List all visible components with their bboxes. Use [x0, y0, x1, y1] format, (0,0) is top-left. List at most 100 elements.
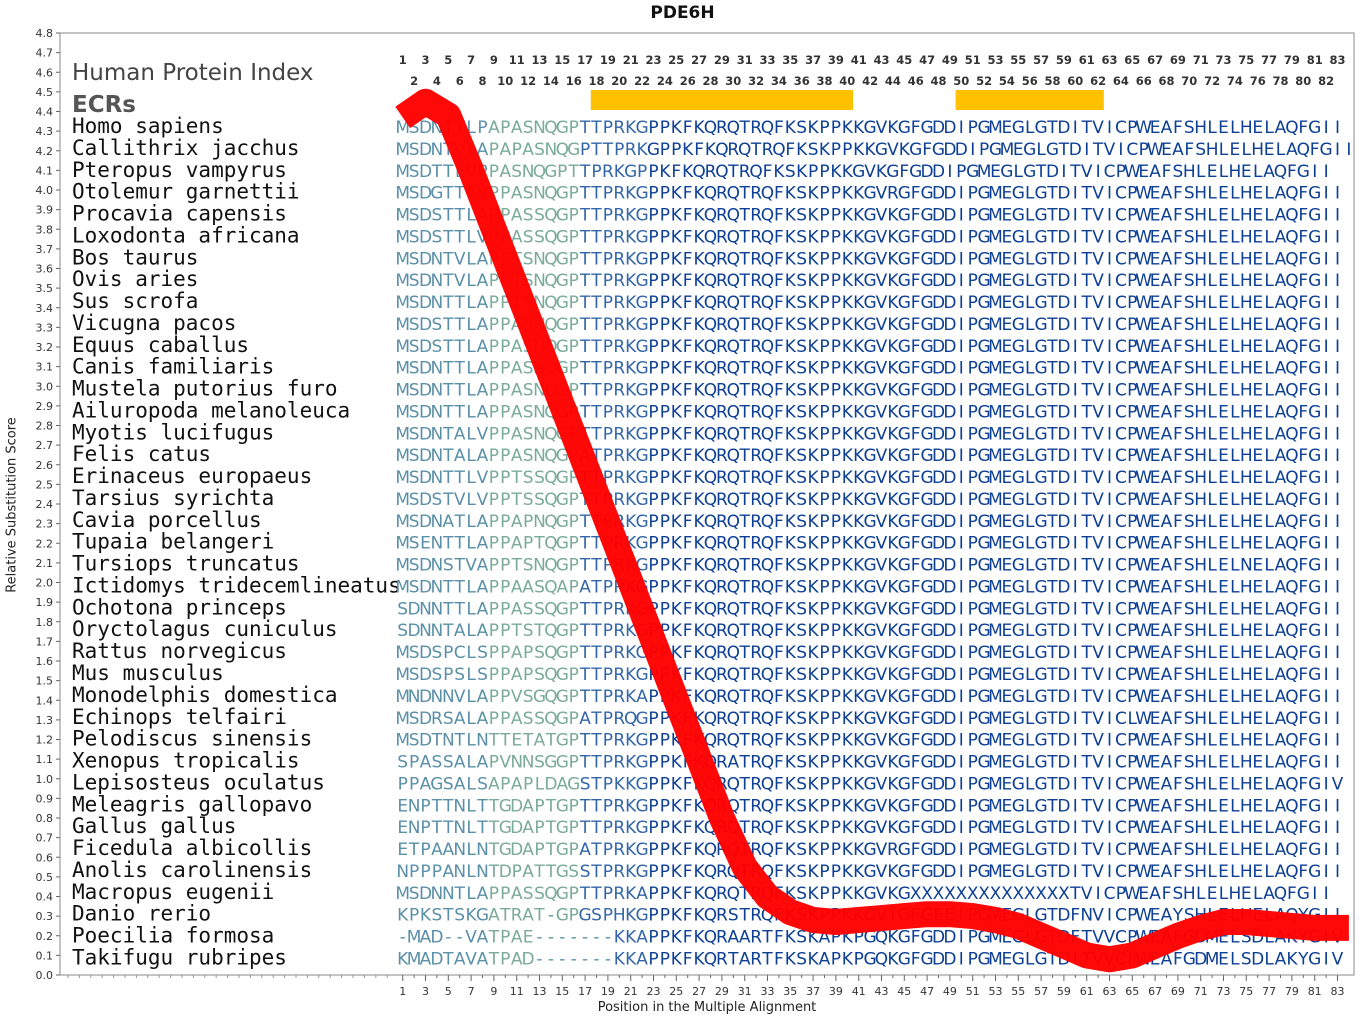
residue: S — [1184, 184, 1195, 204]
residue: Q — [761, 249, 774, 269]
residue: K — [785, 687, 797, 707]
residue: - — [400, 928, 406, 948]
residue: L — [1230, 599, 1240, 619]
residue: A — [1161, 206, 1173, 226]
residue: G — [978, 796, 991, 816]
residue: G — [556, 293, 569, 313]
residue: H — [1183, 884, 1196, 904]
species-name: Ochotona princeps — [72, 595, 287, 619]
residue: W — [1135, 840, 1152, 860]
residue: K — [694, 621, 706, 641]
residue: G — [1308, 424, 1321, 444]
residue: S — [409, 359, 420, 379]
residue: G — [1308, 621, 1321, 641]
residue: P — [648, 840, 658, 860]
residue: P — [660, 753, 670, 773]
residue: G — [921, 643, 934, 663]
residue: P — [569, 249, 579, 269]
residue: A — [420, 753, 432, 773]
residue: H — [1194, 359, 1207, 379]
residue: Q — [761, 468, 774, 488]
residue: P — [660, 534, 670, 554]
residue: G — [978, 446, 991, 466]
residue: Q — [544, 293, 557, 313]
residue: F — [911, 949, 921, 969]
residue: S — [796, 293, 807, 313]
ecr-bars — [590, 90, 1104, 110]
residue: Q — [727, 271, 740, 291]
residue: T — [1046, 687, 1058, 707]
residue: R — [750, 184, 762, 204]
residue: Q — [1285, 468, 1298, 488]
residue: Q — [727, 206, 740, 226]
residue: E — [1252, 206, 1263, 226]
residue: G — [898, 512, 911, 532]
residue: K — [671, 928, 683, 948]
residue: S — [1184, 512, 1195, 532]
x-tick-label: 73 — [1217, 985, 1231, 998]
residue: V — [1092, 621, 1104, 641]
residue: I — [959, 206, 964, 226]
species-name: Pelodiscus sinensis — [72, 727, 312, 751]
residue: V — [876, 249, 888, 269]
residue: T — [1046, 227, 1058, 247]
species-name: Vicugna pacos — [72, 311, 236, 335]
residue: D — [1057, 315, 1070, 335]
residue: V — [876, 206, 888, 226]
residue: G — [556, 118, 569, 138]
residue: F — [911, 709, 921, 729]
residue: T — [739, 512, 751, 532]
residue: N — [442, 884, 455, 904]
residue: K — [682, 162, 694, 182]
residue: F — [683, 949, 693, 969]
residue: T — [499, 731, 511, 751]
residue: P — [648, 709, 658, 729]
residue: T — [739, 359, 751, 379]
residue: K — [694, 512, 706, 532]
residue: E — [1150, 337, 1161, 357]
residue: L — [1253, 884, 1263, 904]
residue: Q — [544, 665, 557, 685]
residue: Q — [1285, 184, 1298, 204]
residue: S — [1184, 359, 1195, 379]
residue: Q — [761, 337, 774, 357]
residue: F — [1298, 249, 1308, 269]
residue: P — [1127, 359, 1137, 379]
residue: T — [1046, 774, 1058, 794]
residue: I — [1107, 818, 1112, 838]
residue: G — [1297, 162, 1310, 182]
residue: E — [1218, 928, 1229, 948]
residue: E — [1002, 709, 1013, 729]
residue: L — [1025, 687, 1035, 707]
residue: K — [694, 184, 706, 204]
residue: F — [911, 534, 921, 554]
residue: D — [1057, 753, 1070, 773]
residue: R — [613, 884, 625, 904]
residue: P — [603, 774, 613, 794]
residue: C — [1115, 621, 1127, 641]
residue: E — [1252, 293, 1263, 313]
residue: - — [582, 928, 588, 948]
residue: D — [943, 577, 956, 597]
residue: T — [579, 359, 591, 379]
y-tick-label: 3.9 — [36, 204, 54, 217]
residue: T — [454, 512, 466, 532]
residue: K — [887, 490, 899, 510]
residue: K — [671, 271, 683, 291]
residue: A — [579, 840, 591, 860]
residue: P — [819, 512, 829, 532]
y-tick-label: 3.0 — [36, 380, 54, 393]
residue: K — [842, 556, 854, 576]
residue: R — [613, 206, 625, 226]
residue: G — [978, 687, 991, 707]
residue: F — [774, 402, 784, 422]
residue: D — [522, 949, 535, 969]
residue: S — [523, 402, 534, 422]
residue: G — [864, 753, 877, 773]
residue: E — [1150, 490, 1161, 510]
residue: R — [613, 271, 625, 291]
residue: S — [409, 577, 420, 597]
residue: F — [1173, 468, 1183, 488]
residue: A — [511, 402, 523, 422]
residue: A — [499, 140, 511, 160]
